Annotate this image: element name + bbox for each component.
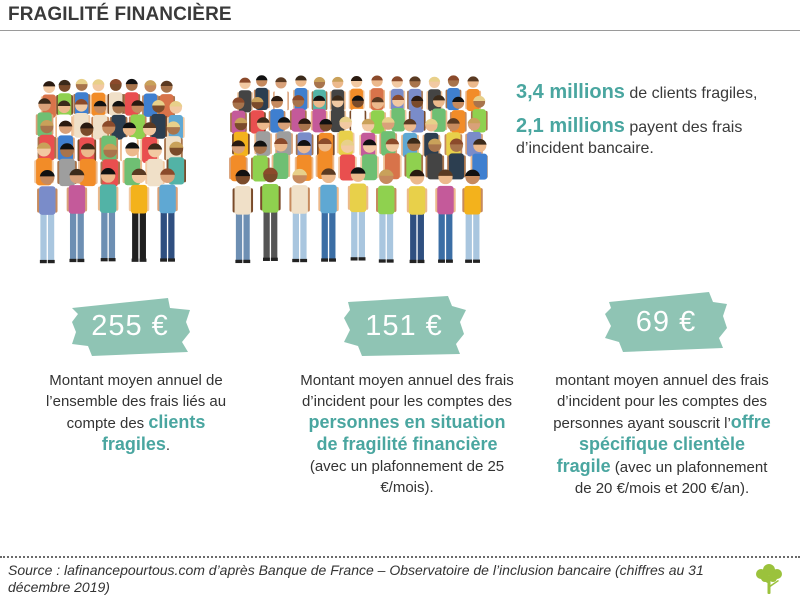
crowd-large-illustration-icon: [229, 75, 488, 264]
price-tag-shape: [344, 296, 466, 356]
amount-tag-fragile-clients: 255 €: [70, 296, 190, 356]
description-text-end: (avec un plafonnement de 25 €/mois).: [309, 458, 505, 496]
person-figure: [37, 169, 58, 264]
amount-value: 151 €: [365, 309, 443, 342]
amount-tag-specific-offer: 69 €: [605, 292, 727, 352]
person-figure: [289, 95, 307, 132]
amount-tag-financial-fragility: 151 €: [342, 296, 466, 356]
person-figure: [389, 94, 407, 132]
person-figure: [232, 169, 254, 264]
amount-value: 255 €: [91, 309, 169, 342]
person-figure: [430, 95, 448, 132]
description-highlight: clients fragiles: [101, 412, 206, 454]
description-financial-fragility: Montant moyen annuel des frais d’inciden…: [298, 370, 516, 498]
crowd-small-illustration-icon: [34, 78, 186, 264]
description-fragile-clients: Montant moyen annuel de l’ensemble des f…: [36, 370, 236, 456]
person-figure: [66, 168, 88, 263]
stat-fragile-clients: 3,4 millions de clients fragiles,: [516, 82, 786, 104]
person-figure: [447, 138, 466, 180]
description-highlight: personnes en situation de fragilité fina…: [308, 412, 506, 454]
page-title: FRAGILITÉ FINANCIÈRE: [8, 4, 232, 25]
person-figure: [349, 95, 367, 133]
person-figure: [260, 167, 281, 261]
person-figure: [435, 169, 456, 263]
description-text: Montant moyen annuel de l’ensemble des f…: [45, 372, 227, 432]
person-figure: [318, 168, 339, 262]
person-figure: [78, 143, 98, 187]
stats-panel: 3,4 millions de clients fragiles, 2,1 mi…: [516, 82, 786, 159]
price-tag-shape: [72, 298, 190, 356]
footer-divider: [0, 556, 800, 558]
amount-value: 69 €: [635, 305, 697, 338]
person-figure: [406, 169, 428, 264]
description-text: montant moyen annuel des frais d’inciden…: [553, 372, 769, 432]
person-figure: [470, 138, 488, 180]
stat-incident-fees: 2,1 millions payent des frais d’incident…: [516, 116, 786, 159]
description-specific-offer: montant moyen annuel des frais d’inciden…: [552, 370, 772, 499]
stat-fragile-clients-text: de clients fragiles,: [624, 85, 758, 102]
description-text-end: (avec un plafonnement de 20 €/mois et 20…: [574, 459, 768, 497]
stat-incident-fees-number: 2,1 millions: [516, 115, 625, 137]
person-figure: [289, 168, 310, 263]
person-figure: [128, 168, 150, 262]
person-figure: [347, 167, 369, 261]
stat-incident-fees-text: payent des frais d’incident bancaire.: [516, 119, 743, 157]
description-text-end: .: [165, 437, 171, 454]
person-figure: [375, 169, 397, 263]
person-figure: [462, 169, 483, 263]
stat-fragile-clients-number: 3,4 millions: [516, 81, 625, 103]
price-tag-shape: [605, 292, 727, 352]
description-text: Montant moyen annuel des frais d’inciden…: [300, 372, 514, 410]
title-rule: [0, 30, 800, 31]
person-figure: [157, 168, 178, 262]
source-note: Source : lafinancepourtous.com d’après B…: [8, 562, 704, 595]
tree-logo-icon: [756, 564, 782, 594]
description-highlight: offre spécifique clientèle fragile: [556, 412, 771, 476]
person-figure: [145, 143, 165, 187]
person-figure: [97, 168, 119, 262]
person-figure: [142, 80, 159, 117]
